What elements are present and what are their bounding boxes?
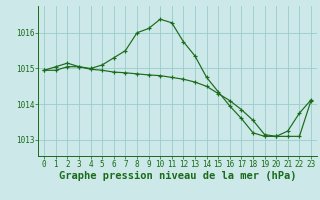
- X-axis label: Graphe pression niveau de la mer (hPa): Graphe pression niveau de la mer (hPa): [59, 171, 296, 181]
